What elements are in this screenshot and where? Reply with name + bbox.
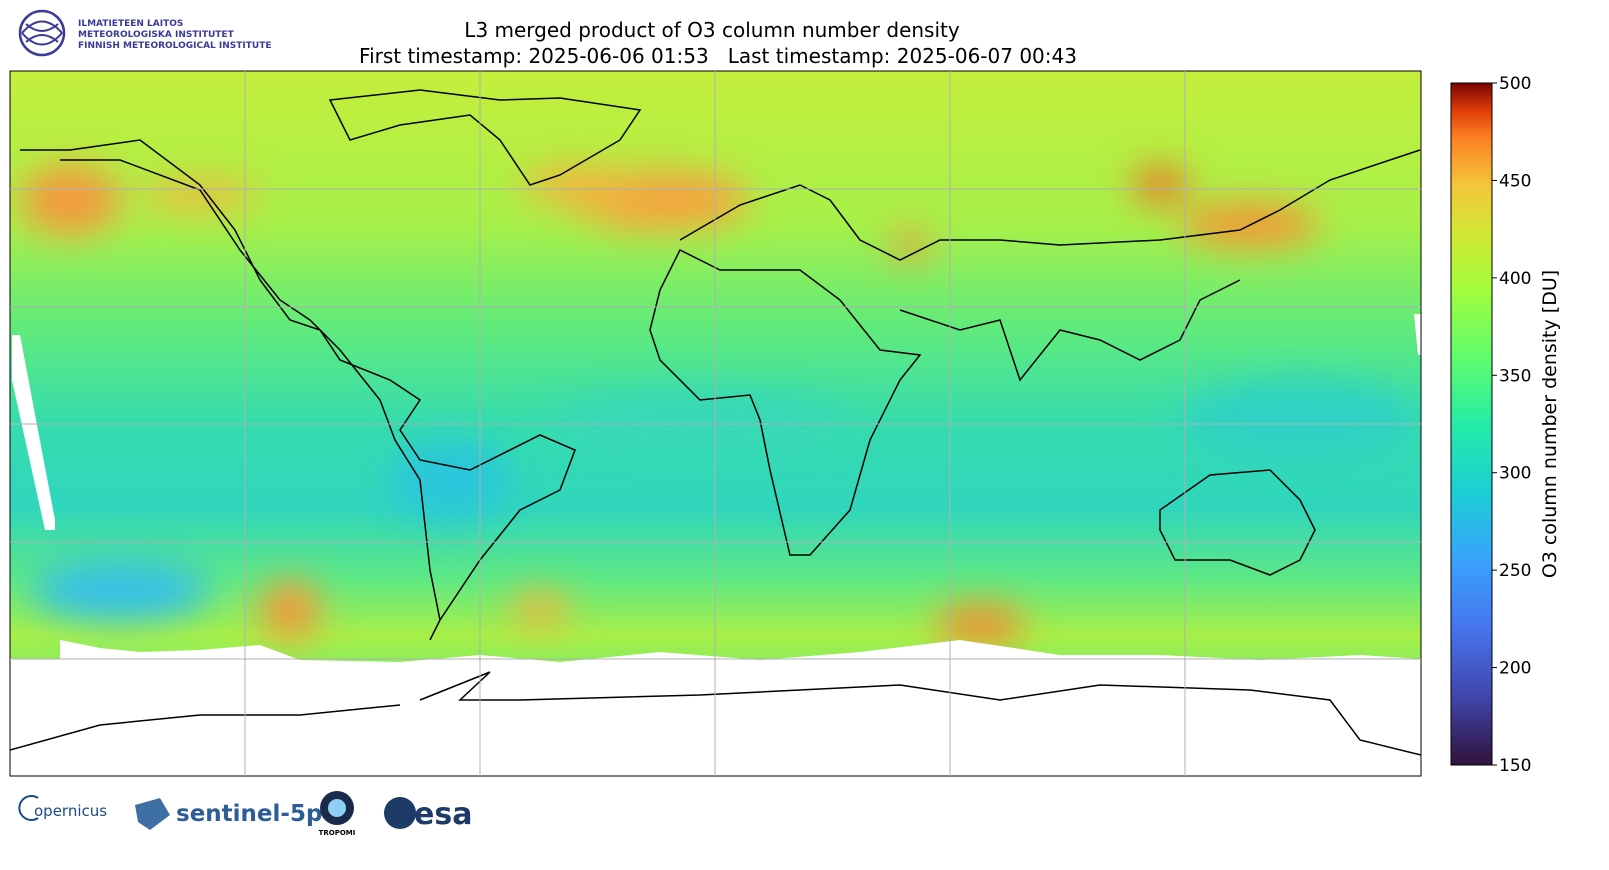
colorbar-label: O3 column number density [DU]	[1539, 270, 1561, 578]
institute-name: ILMATIETEEN LAITOS	[78, 19, 183, 29]
colorbar-tick-label: 450	[1499, 171, 1531, 191]
fmi-logo: ILMATIETEEN LAITOS METEOROLOGISKA INSTIT…	[18, 9, 272, 57]
colorbar-tick-label: 200	[1499, 659, 1531, 679]
colorbar-tick-label: 400	[1499, 269, 1531, 289]
colorbar-tick-label: 500	[1499, 74, 1531, 94]
map-title: L3 merged product of O3 column number de…	[464, 18, 960, 42]
institute-name: METEOROLOGISKA INSTITUTET	[78, 30, 235, 40]
map-subtitle: First timestamp: 2025-06-06 01:53 Last t…	[359, 44, 1077, 68]
logo-text: esa	[414, 797, 472, 832]
colorbar-tick-label: 300	[1499, 464, 1531, 484]
colorbar-tick-label: 250	[1499, 561, 1531, 581]
colorbar-tick-label: 150	[1499, 756, 1531, 776]
graticule	[10, 71, 1421, 776]
colorbar	[1450, 82, 1493, 766]
logo-text: sentinel-5p	[176, 801, 322, 827]
institute-name: FINNISH METEOROLOGICAL INSTITUTE	[78, 41, 272, 51]
logo-text: TROPOMI	[319, 829, 356, 837]
logo-text: opernicus	[34, 802, 107, 820]
colorbar-tick-label: 350	[1499, 366, 1531, 386]
footer-logos: opernicus sentinel-5p TROPOMI esa	[18, 791, 472, 837]
